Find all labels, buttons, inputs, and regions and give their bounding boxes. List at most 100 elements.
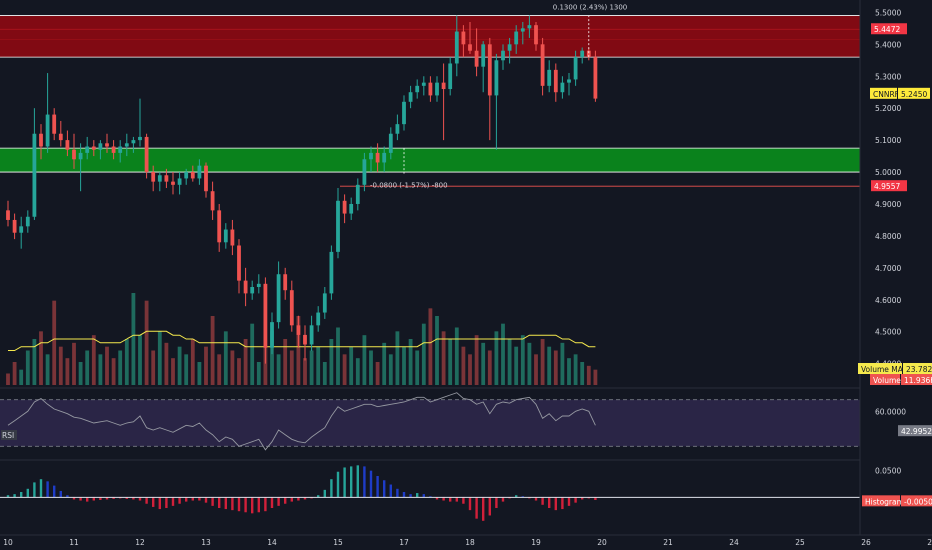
candle-body[interactable] xyxy=(151,172,156,182)
candle-body[interactable] xyxy=(507,44,512,51)
candle-body[interactable] xyxy=(65,140,70,150)
candle-body[interactable] xyxy=(342,200,347,214)
candle-body[interactable] xyxy=(131,140,136,144)
candle-body[interactable] xyxy=(415,85,420,93)
candle-body[interactable] xyxy=(362,159,367,185)
candle-body[interactable] xyxy=(369,152,373,160)
candle-body[interactable] xyxy=(58,133,63,141)
candle-body[interactable] xyxy=(322,293,327,313)
candle-body[interactable] xyxy=(553,69,558,93)
candle-body[interactable] xyxy=(375,152,380,163)
candle-body[interactable] xyxy=(111,146,116,153)
candle-body[interactable] xyxy=(237,245,241,281)
candle-body[interactable] xyxy=(157,175,162,182)
candle-body[interactable] xyxy=(468,44,472,51)
candle-body[interactable] xyxy=(105,143,109,147)
candle-body[interactable] xyxy=(349,203,354,214)
candle-body[interactable] xyxy=(336,200,340,252)
candle-body[interactable] xyxy=(197,165,202,179)
candle-body[interactable] xyxy=(276,274,281,323)
candle-body[interactable] xyxy=(138,136,142,141)
candle-body[interactable] xyxy=(296,325,301,335)
volume-bar xyxy=(309,350,314,385)
candle-body[interactable] xyxy=(85,146,90,153)
candle-body[interactable] xyxy=(388,133,393,153)
candle-body[interactable] xyxy=(481,44,486,67)
candle-body[interactable] xyxy=(230,229,235,246)
candle-body[interactable] xyxy=(421,82,426,86)
histogram-bar xyxy=(66,495,69,498)
candle-body[interactable] xyxy=(243,280,248,294)
candle-body[interactable] xyxy=(171,181,175,185)
candle-body[interactable] xyxy=(39,133,43,147)
candle-body[interactable] xyxy=(534,25,538,45)
candle-body[interactable] xyxy=(501,50,505,61)
candle-body[interactable] xyxy=(494,60,499,96)
candle-body[interactable] xyxy=(527,25,532,29)
candle-body[interactable] xyxy=(309,325,314,345)
candle-body[interactable] xyxy=(474,50,479,67)
volume-bar xyxy=(12,362,17,385)
candle-body[interactable] xyxy=(547,69,552,86)
candle-body[interactable] xyxy=(164,175,169,182)
resistance-zone[interactable] xyxy=(0,15,860,58)
histogram-bar xyxy=(336,471,340,498)
candle-body[interactable] xyxy=(560,82,565,93)
candle-body[interactable] xyxy=(223,229,228,243)
candle-body[interactable] xyxy=(144,136,149,173)
candle-body[interactable] xyxy=(514,31,519,45)
candle-body[interactable] xyxy=(593,57,598,99)
candle-body[interactable] xyxy=(45,114,50,147)
candle-body[interactable] xyxy=(395,124,400,134)
candle-body[interactable] xyxy=(487,44,492,96)
candle-body[interactable] xyxy=(12,219,17,233)
candle-body[interactable] xyxy=(52,114,57,134)
candle-body[interactable] xyxy=(428,82,433,96)
candle-body[interactable] xyxy=(454,31,459,64)
candle-body[interactable] xyxy=(250,287,255,294)
candle-body[interactable] xyxy=(461,31,466,45)
candle-body[interactable] xyxy=(19,226,24,233)
candle-body[interactable] xyxy=(329,251,334,294)
candle-body[interactable] xyxy=(184,172,189,179)
volume-bar xyxy=(151,350,156,385)
candle-body[interactable] xyxy=(124,143,129,147)
candle-body[interactable] xyxy=(567,79,571,83)
histogram-pane[interactable] xyxy=(0,459,860,521)
candle-body[interactable] xyxy=(91,146,96,150)
candle-body[interactable] xyxy=(32,133,37,217)
candle-body[interactable] xyxy=(217,210,222,243)
candle-body[interactable] xyxy=(78,152,83,160)
candle-body[interactable] xyxy=(6,210,10,220)
candle-body[interactable] xyxy=(177,178,182,185)
candle-body[interactable] xyxy=(520,28,525,32)
candle-body[interactable] xyxy=(316,312,321,326)
candle-body[interactable] xyxy=(540,44,545,86)
candle-body[interactable] xyxy=(448,63,453,90)
candle-body[interactable] xyxy=(573,57,578,80)
candle-body[interactable] xyxy=(204,165,208,192)
candle-body[interactable] xyxy=(402,101,406,125)
candle-body[interactable] xyxy=(586,50,591,58)
candle-body[interactable] xyxy=(270,322,274,348)
candle-body[interactable] xyxy=(256,283,261,288)
candle-body[interactable] xyxy=(408,92,413,102)
rsi-pane[interactable]: RSI xyxy=(0,387,860,451)
candle-body[interactable] xyxy=(303,334,307,345)
candle-body[interactable] xyxy=(210,191,215,211)
candle-body[interactable] xyxy=(435,82,439,96)
support-zone[interactable] xyxy=(0,148,860,173)
candle-body[interactable] xyxy=(118,146,123,153)
candle-body[interactable] xyxy=(580,50,585,58)
candle-body[interactable] xyxy=(289,290,294,326)
candle-body[interactable] xyxy=(263,283,268,348)
candle-body[interactable] xyxy=(382,152,387,163)
candle-body[interactable] xyxy=(355,184,360,204)
candle-body[interactable] xyxy=(283,274,288,291)
candle-body[interactable] xyxy=(72,149,76,160)
candle-body[interactable] xyxy=(441,82,446,90)
candle-body[interactable] xyxy=(98,143,103,150)
candle-body[interactable] xyxy=(25,216,30,227)
candle-body[interactable] xyxy=(190,172,195,179)
